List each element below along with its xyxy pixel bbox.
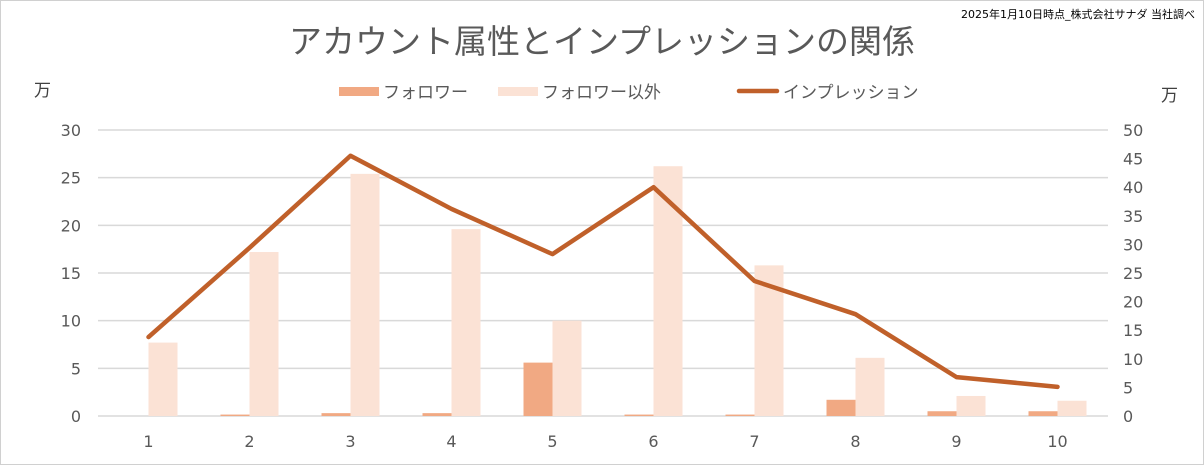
left-tick-label: 15 [61,264,81,283]
bar-non-follower [249,252,279,416]
left-unit-label: 万 [34,81,51,101]
bar-non-follower [552,320,582,416]
bar-follower [321,413,351,416]
right-tick-label: 45 [1123,150,1143,169]
x-tick-label: 1 [143,432,153,451]
bar-follower [725,414,755,416]
bar-follower [927,411,957,416]
left-tick-label: 30 [61,121,81,140]
right-tick-label: 5 [1123,378,1133,397]
x-tick-label: 8 [850,432,860,451]
legend-label: フォロワー [383,83,468,103]
bar-follower [1028,411,1058,416]
x-tick-label: 4 [446,432,456,451]
legend-label: インプレッション [783,83,919,103]
bar-non-follower [855,357,885,416]
right-tick-label: 35 [1123,207,1143,226]
bar-follower [422,413,452,416]
right-tick-label: 20 [1123,293,1143,312]
bar-non-follower [1057,400,1087,416]
impression-line [146,153,1060,390]
left-tick-label: 20 [61,216,81,235]
legend-swatch [498,87,538,96]
right-tick-label: 50 [1123,121,1143,140]
legend-swatch [339,87,379,96]
bar-non-follower [451,229,481,416]
x-tick-label: 6 [648,432,658,451]
bar-follower [220,414,250,416]
chart-title: アカウント属性とインプレッションの関係 [288,22,915,61]
left-tick-label: 25 [61,169,81,188]
line-series [146,153,1060,390]
right-tick-label: 15 [1123,321,1143,340]
x-tick-label: 3 [345,432,355,451]
bar-follower [624,414,654,416]
legend: フォロワー フォロワー以外 インプレッション [339,83,919,103]
bar-follower [523,362,553,416]
bar-non-follower [350,173,380,416]
legend-label: フォロワー以外 [542,83,661,103]
right-tick-label: 30 [1123,235,1143,254]
x-tick-label: 10 [1047,432,1067,451]
left-tick-label: 0 [71,407,81,426]
x-tick-label: 9 [951,432,961,451]
bar-non-follower [956,395,986,416]
source-note: 2025年1月10日時点_株式会社サナダ 当社調べ [961,8,1195,21]
right-tick-label: 10 [1123,350,1143,369]
right-tick-label: 40 [1123,178,1143,197]
bar-non-follower [148,342,178,416]
x-tick-label: 5 [547,432,557,451]
right-tick-label: 0 [1123,407,1133,426]
right-unit-label: 万 [1161,86,1178,106]
left-tick-label: 5 [71,359,81,378]
right-tick-label: 25 [1123,264,1143,283]
x-tick-label: 2 [244,432,254,451]
x-tick-label: 7 [749,432,759,451]
bars [148,166,1087,416]
left-tick-label: 10 [61,312,81,331]
bar-follower [826,399,856,416]
